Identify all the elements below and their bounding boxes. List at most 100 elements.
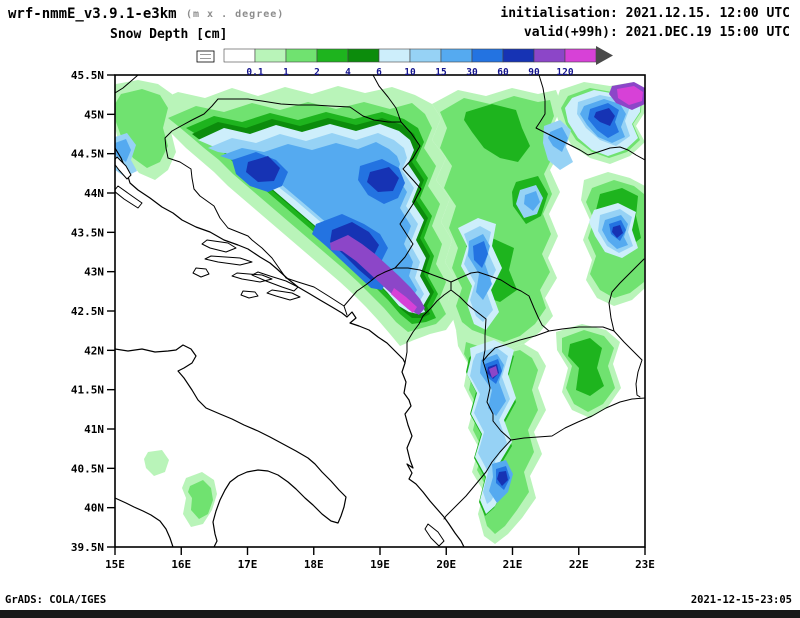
legend-value-label: 30 [466, 67, 478, 78]
lat-tick-label: 40N [84, 502, 104, 515]
country-border-path [450, 289, 487, 362]
snow-contour [612, 225, 623, 238]
lon-tick-label: 18E [304, 558, 324, 571]
lon-tick-label: 23E [635, 558, 655, 571]
legend-value-label: 6 [376, 67, 382, 78]
lat-tick-label: 43.5N [71, 226, 104, 239]
country-border-path [450, 271, 550, 332]
legend-color-box [285, 48, 318, 63]
lat-tick-label: 42N [84, 344, 104, 357]
snow-contour [568, 338, 604, 396]
init-time-label: initialisation: 2021.12.15. 12:00 UTC [500, 6, 790, 21]
lon-tick-label: 21E [503, 558, 523, 571]
legend-color-box [316, 48, 349, 63]
latitude-axis: 45.5N 45N 44.5N 44N 43.5N 43N 42.5N 42N 41.5N 41N… [71, 69, 115, 554]
snow-shading-layer [115, 80, 645, 544]
coastline-path [115, 344, 347, 547]
lat-tick-label: 41N [84, 423, 104, 436]
islands-layer [115, 156, 445, 547]
lat-tick-label: 40.5N [71, 462, 104, 475]
legend-value-label: 10 [404, 67, 416, 78]
legend-value-label: 4 [345, 67, 351, 78]
country-border-path [548, 326, 615, 332]
legend-undef-box [196, 50, 215, 63]
legend-color-box [471, 48, 504, 63]
country-border-path [482, 360, 512, 441]
lon-tick-label: 15E [105, 558, 125, 571]
country-border-path [394, 267, 452, 283]
model-title: wrf-nmmE_v3.9.1-e3km [8, 6, 177, 22]
lat-tick-label: 45.5N [71, 69, 104, 82]
country-border-path [343, 267, 396, 316]
lon-tick-label: 20E [436, 558, 456, 571]
coastline-path [115, 497, 174, 547]
snow-contour [440, 96, 554, 342]
lon-tick-label: 16E [171, 558, 191, 571]
lat-tick-label: 43N [84, 266, 104, 279]
island-path [115, 156, 445, 547]
legend-value-label: 2 [314, 67, 320, 78]
bottom-window-bar [0, 610, 800, 618]
legend-color-box [254, 48, 287, 63]
country-border-path [394, 121, 422, 269]
legend-overflow-arrow [596, 46, 613, 65]
valid-time-label: valid(+99h): 2021.DEC.19 15:00 UTC [523, 25, 790, 40]
snow-contour [367, 167, 399, 192]
country-border-path [404, 281, 452, 364]
legend-color-box [564, 48, 597, 63]
legend-color-box [347, 48, 380, 63]
country-border-path [482, 330, 550, 362]
grads-credit: GrADS: COLA/IGES [5, 594, 107, 606]
lat-tick-label: 45N [84, 108, 104, 121]
snow-contour [524, 191, 540, 211]
snow-contour [497, 471, 508, 486]
coastlines-layer [115, 147, 465, 547]
country-border-path [443, 439, 512, 520]
legend-color-box [533, 48, 566, 63]
legend-value-label: 120 [556, 67, 573, 78]
legend-value-label: 90 [528, 67, 540, 78]
legend-value-label: 60 [497, 67, 509, 78]
country-border-path [608, 258, 645, 332]
color-legend: 0.1 1 2 4 6 10 15 30 60 90 120 [223, 46, 613, 78]
legend-value-label: 15 [435, 67, 447, 78]
longitude-axis: 15E 16E 17E 18E 19E 20E 21E 22E 23E [105, 547, 655, 571]
country-border-path [613, 330, 643, 398]
legend-value-label: 1 [283, 67, 289, 78]
lat-tick-label: 44N [84, 187, 104, 200]
legend-color-box [440, 48, 473, 63]
snow-contour [115, 139, 131, 162]
creation-timestamp: 2021-12-15-23:05 [690, 594, 792, 606]
legend-color-box [378, 48, 411, 63]
country-border-path [164, 98, 402, 279]
snow-contour [188, 480, 213, 519]
snow-contour [617, 86, 643, 105]
legend-color-box [409, 48, 442, 63]
lat-tick-label: 44.5N [71, 148, 104, 161]
model-grid-note: (m x . degree) [186, 9, 285, 20]
lat-tick-label: 41.5N [71, 384, 104, 397]
snow-contour [489, 366, 498, 378]
legend-color-box [223, 48, 256, 63]
lon-tick-label: 17E [238, 558, 258, 571]
country-border-path [285, 277, 345, 307]
country-borders-layer [115, 75, 645, 520]
snow-contour [473, 241, 488, 268]
field-title: Snow Depth [cm] [110, 27, 228, 42]
lon-tick-label: 22E [569, 558, 589, 571]
lon-tick-label: 19E [370, 558, 390, 571]
legend-value-label: 0.1 [246, 67, 263, 78]
country-border-path [372, 75, 402, 123]
snow-contour [464, 104, 530, 162]
country-border-path [510, 397, 645, 441]
country-border-path [115, 75, 139, 94]
snow-contour [391, 288, 417, 313]
snow-contour [144, 450, 169, 476]
legend-color-box [502, 48, 535, 63]
lat-tick-label: 42.5N [71, 305, 104, 318]
snow-contour [246, 156, 280, 182]
lat-tick-label: 39.5N [71, 541, 104, 554]
country-border-path [535, 75, 645, 161]
